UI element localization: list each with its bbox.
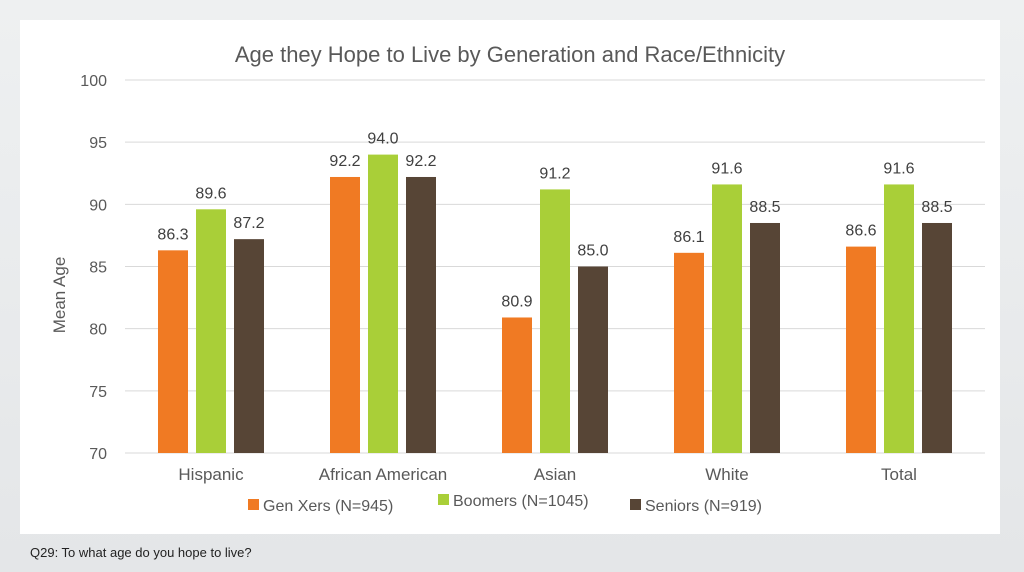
legend-swatch: [248, 499, 259, 510]
bar: [368, 154, 398, 453]
bars: [158, 154, 952, 454]
y-axis-label: Mean Age: [50, 257, 69, 334]
y-tick-label: 100: [80, 73, 107, 90]
bar: [578, 266, 608, 453]
y-tick-label: 85: [89, 260, 107, 277]
bar: [196, 209, 226, 453]
bar: [158, 250, 188, 453]
data-label: 87.2: [233, 215, 264, 232]
data-label: 91.6: [711, 160, 742, 177]
data-label: 89.6: [195, 185, 226, 202]
chart-panel: Age they Hope to Live by Generation and …: [20, 20, 1000, 534]
y-tick-label: 95: [89, 135, 107, 152]
data-label: 80.9: [501, 293, 532, 310]
y-tick-label: 70: [89, 446, 107, 463]
x-tick-label: Total: [881, 465, 917, 484]
data-label: 85.0: [577, 243, 608, 260]
data-label: 88.5: [749, 199, 780, 216]
legend-item: Boomers (N=1045): [438, 493, 589, 510]
legend-swatch: [630, 499, 641, 510]
x-tick-label: Asian: [534, 465, 577, 484]
data-label: 91.6: [883, 160, 914, 177]
bar: [750, 222, 780, 453]
x-tick-labels: Hispanic African American Asian White Total: [178, 465, 917, 484]
data-label: 86.6: [845, 223, 876, 240]
x-tick-label: Hispanic: [178, 465, 244, 484]
bar: [330, 176, 360, 454]
data-label: 92.2: [405, 153, 436, 170]
bar: [234, 239, 264, 453]
y-tick-labels: 70 75 80 85 90 95 100: [80, 73, 107, 463]
bar: [712, 184, 742, 453]
y-tick-label: 90: [89, 197, 107, 214]
legend-item: Gen Xers (N=945): [248, 498, 393, 515]
bar: [406, 176, 436, 454]
data-label: 91.2: [539, 165, 570, 182]
data-label: 94.0: [367, 131, 398, 148]
footnote: Q29: To what age do you hope to live?: [30, 545, 252, 560]
legend: Gen Xers (N=945) Boomers (N=1045) Seniors …: [248, 493, 762, 515]
bar: [674, 252, 704, 453]
legend-label: Boomers (N=1045): [453, 493, 589, 510]
bar-chart: Age they Hope to Live by Generation and …: [50, 42, 985, 515]
bar: [884, 184, 914, 453]
legend-label: Seniors (N=919): [645, 498, 762, 515]
data-label: 92.2: [329, 153, 360, 170]
bar: [846, 246, 876, 453]
data-label: 86.3: [157, 226, 188, 243]
y-tick-label: 80: [89, 322, 107, 339]
y-tick-label: 75: [89, 384, 107, 401]
data-labels: 86.3 89.6 87.2 92.2 94.0 92.2 80.9 91.2 85.0 86.1…: [157, 131, 952, 311]
x-tick-label: White: [705, 465, 748, 484]
chart-title: Age they Hope to Live by Generation and …: [235, 42, 785, 67]
legend-item: Seniors (N=919): [630, 498, 762, 515]
bar: [540, 189, 570, 453]
legend-label: Gen Xers (N=945): [263, 498, 393, 515]
bar: [922, 222, 952, 453]
x-tick-label: African American: [319, 465, 448, 484]
data-label: 88.5: [921, 199, 952, 216]
legend-swatch: [438, 494, 449, 505]
data-label: 86.1: [673, 229, 704, 246]
bar: [502, 317, 532, 453]
